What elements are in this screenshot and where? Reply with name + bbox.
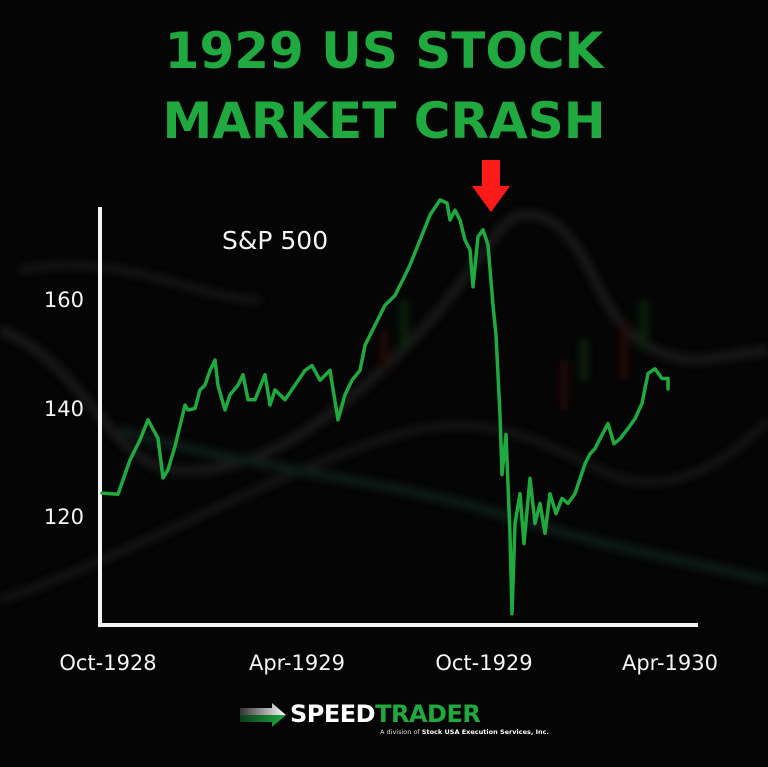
logo-word-trader: TRADER <box>375 700 481 728</box>
logo-tagline-prefix: A division of <box>380 728 422 736</box>
logo-wordmark: SPEEDTRADER <box>290 700 481 728</box>
x-tick-label-oct-1929: Oct-1929 <box>435 651 533 675</box>
series-label: S&P 500 <box>222 226 329 255</box>
logo-tagline: A division of Stock USA Execution Servic… <box>380 728 549 736</box>
x-tick-label-apr-1930: Apr-1930 <box>621 651 718 675</box>
y-tick-label-160: 160 <box>43 288 84 312</box>
speed-arrow-icon <box>240 703 286 727</box>
sp500-line <box>100 198 670 616</box>
chart-title-line-2: MARKET CRASH <box>162 92 606 150</box>
logo-word-speed: SPEED <box>290 700 376 728</box>
y-tick-label-140: 140 <box>43 397 84 421</box>
x-tick-label-oct-1928: Oct-1928 <box>59 651 157 675</box>
crash-arrow-icon <box>472 160 510 212</box>
y-tick-label-120: 120 <box>43 505 84 529</box>
logo-tagline-company: Stock USA Execution Services, Inc. <box>421 728 549 736</box>
chart-title-line-1: 1929 US STOCK <box>164 22 604 80</box>
x-tick-label-apr-1929: Apr-1929 <box>248 651 345 675</box>
speedtrader-logo: SPEEDTRADER A division of Stock USA Exec… <box>238 700 549 740</box>
